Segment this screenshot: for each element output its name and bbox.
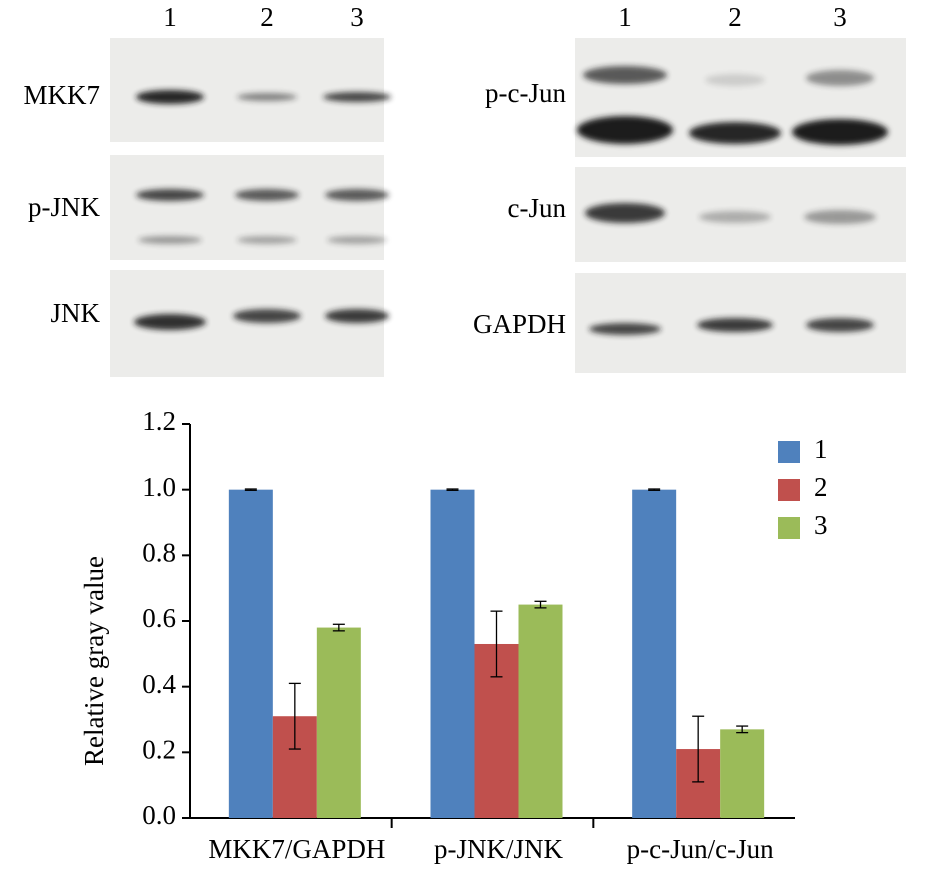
blots: 1 2 3 MKK7 p-JNK JNK 1 2 3 p-c-Jun c-Jun GAPDH: [23, 2, 906, 377]
blot-panel: [110, 38, 384, 142]
lane-label: 2: [260, 2, 274, 32]
band: [136, 189, 204, 201]
error-bar: [288, 682, 301, 750]
bar: [228, 489, 273, 818]
band: [134, 314, 206, 330]
error-bar: [490, 610, 503, 678]
x-tick-label: MKK7/GAPDH: [208, 834, 385, 864]
band: [325, 309, 389, 323]
protein-label: p-c-Jun: [485, 78, 566, 108]
bar: [518, 604, 563, 818]
band: [136, 90, 204, 104]
legend-label: 2: [814, 472, 828, 502]
band: [583, 66, 667, 84]
band: [327, 236, 387, 244]
error-bar: [648, 488, 661, 491]
x-tick-label: p-JNK/JNK: [434, 834, 564, 864]
bar: [720, 729, 765, 818]
error-bar: [446, 488, 459, 491]
band: [138, 236, 202, 244]
lane-label: 3: [833, 2, 847, 32]
band: [806, 318, 874, 332]
band: [233, 309, 301, 323]
band: [699, 211, 771, 223]
legend-label: 1: [814, 434, 828, 464]
band: [235, 189, 299, 201]
band: [589, 323, 661, 335]
y-tick-label: 0.6: [142, 603, 176, 633]
y-tick-label: 0.2: [142, 735, 176, 765]
legend-label: 3: [814, 510, 828, 540]
y-tick-label: 1.2: [142, 406, 176, 436]
error-bar: [692, 715, 705, 783]
y-tick-label: 1.0: [142, 472, 176, 502]
band: [705, 74, 765, 86]
band: [237, 236, 297, 244]
bar: [632, 489, 677, 818]
band: [697, 318, 773, 332]
band: [585, 203, 665, 223]
band: [323, 92, 391, 102]
band: [689, 122, 781, 144]
error-bar: [736, 725, 749, 734]
y-tick-label: 0.8: [142, 538, 176, 568]
band: [804, 210, 876, 224]
blot-panel: [110, 155, 384, 260]
band: [792, 119, 888, 145]
legend-swatch: [778, 441, 800, 463]
protein-label: c-Jun: [508, 193, 567, 223]
bar-chart: 0.0 0.2 0.4 0.6 0.8 1.0 1.2 Relative gray value…: [79, 406, 827, 864]
y-axis-label: Relative gray value: [79, 556, 109, 766]
error-bar: [244, 488, 257, 491]
protein-label: JNK: [50, 298, 100, 328]
y-tick-label: 0.4: [142, 669, 176, 699]
y-tick-label: 0.0: [142, 800, 176, 830]
x-tick-label: p-c-Jun/c-Jun: [627, 834, 774, 864]
error-bar: [332, 623, 345, 632]
protein-label: GAPDH: [473, 309, 566, 339]
error-bar: [534, 600, 547, 609]
protein-label: MKK7: [23, 80, 100, 110]
lane-label: 2: [728, 2, 742, 32]
lane-label: 3: [350, 2, 364, 32]
bar: [430, 489, 475, 818]
band: [237, 93, 297, 101]
lane-label: 1: [618, 2, 632, 32]
lane-label: 1: [163, 2, 177, 32]
bar: [316, 627, 361, 818]
band: [325, 189, 389, 201]
protein-label: p-JNK: [28, 192, 100, 222]
legend-swatch: [778, 517, 800, 539]
legend-swatch: [778, 479, 800, 501]
band: [577, 116, 673, 144]
band: [806, 70, 874, 86]
